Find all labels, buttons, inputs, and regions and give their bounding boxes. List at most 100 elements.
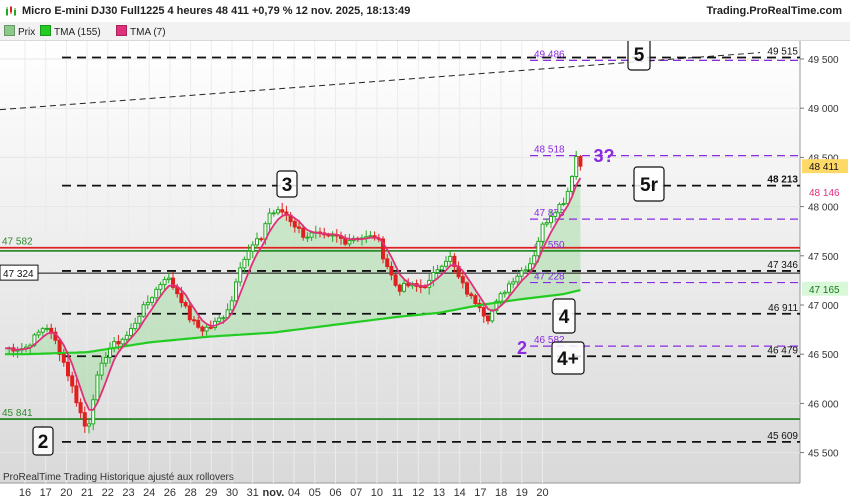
candle-up (439, 265, 444, 271)
x-tick-label: 12 (412, 487, 424, 499)
x-tick-label: nov. (263, 487, 285, 499)
candle-up (536, 240, 541, 257)
y-tick-label: 48 000 (808, 203, 839, 214)
wave-label-box[interactable] (633, 166, 665, 202)
legend-item-tma7[interactable]: TMA (7) (116, 25, 166, 38)
candle-up (519, 270, 524, 277)
legend-bar: Prix TMA (155) TMA (7) (0, 22, 850, 41)
candle-up (242, 258, 247, 269)
candle-up (103, 356, 108, 364)
tma155-price-tag-box (802, 281, 848, 296)
candle-down (171, 277, 175, 288)
candle-down (61, 353, 66, 363)
y-tick-label: 49 000 (808, 104, 839, 115)
legend-item-prix[interactable]: Prix (4, 25, 35, 38)
x-tick-label: 11 (392, 487, 403, 499)
candle-up (574, 156, 579, 177)
candle-down (179, 293, 184, 304)
plot-area[interactable] (0, 41, 800, 483)
level-label-47346: 47 346 (767, 260, 798, 271)
x-tick-label: 04 (288, 487, 300, 499)
y-tick-label: 47 000 (808, 301, 839, 312)
candlestick-icon (6, 6, 16, 16)
footer-note: ProRealTime Trading Historique ajusté au… (3, 472, 234, 483)
candle-up (271, 212, 276, 215)
candle-up (229, 300, 234, 311)
candle-down (116, 341, 121, 345)
level-label-45841: 45 841 (2, 408, 33, 419)
wave-label: 2 (38, 432, 49, 453)
legend-item-tma155[interactable]: TMA (155) (40, 25, 101, 38)
wave-label: 4+ (557, 349, 579, 370)
candle-down (393, 274, 398, 286)
wave-label-box[interactable] (551, 341, 585, 375)
legend-swatch-tma155 (40, 25, 51, 36)
candle-down (452, 255, 457, 267)
candle-down (578, 156, 583, 167)
candle-down (465, 282, 469, 295)
candle-down (196, 319, 201, 328)
candle-up (544, 222, 549, 225)
candle-up (246, 250, 251, 260)
candle-down (292, 221, 297, 228)
level-label-45609: 45 609 (767, 431, 798, 442)
legend-label-tma7: TMA (7) (130, 27, 166, 38)
wave-label-box[interactable] (32, 426, 54, 456)
candle-up (570, 175, 574, 192)
candle-up (166, 277, 171, 281)
candle-down (192, 319, 196, 322)
y-tick-label: 46 500 (808, 350, 839, 361)
last-price-tag: 48 411 (809, 162, 839, 173)
candle-up (309, 232, 314, 238)
x-tick-label: 18 (495, 487, 507, 499)
candle-up (435, 269, 440, 273)
candle-up (549, 215, 553, 224)
level-label-48213: 48 213 (767, 175, 798, 186)
level-label-46582: 46 582 (534, 335, 565, 346)
price-axis[interactable] (800, 41, 850, 483)
x-tick-label: 28 (184, 487, 196, 499)
candle-up (145, 301, 150, 306)
last-price-tag-box (802, 159, 848, 174)
candle-down (297, 226, 301, 229)
candle-down (66, 361, 70, 377)
y-tick-label: 47 500 (808, 252, 839, 263)
tma155-price-tag: 47 165 (809, 285, 840, 296)
time-axis[interactable] (0, 483, 850, 500)
x-tick-label: 20 (536, 487, 548, 499)
candle-up (250, 244, 255, 252)
wave-label-box[interactable] (552, 298, 576, 334)
candle-up (120, 338, 125, 345)
candle-down (208, 326, 213, 329)
level-label-47582: 47 582 (2, 237, 33, 248)
candle-up (431, 271, 436, 281)
wave-label-box[interactable] (276, 170, 298, 198)
candle-up (532, 255, 537, 265)
candle-down (82, 412, 87, 427)
x-tick-label: 29 (205, 487, 217, 499)
level-tag-box (0, 264, 39, 281)
candle-down (397, 284, 402, 292)
level-label-49515: 49 515 (767, 47, 798, 58)
candle-up (91, 399, 96, 425)
candle-up (368, 235, 373, 238)
candle-up (124, 334, 129, 340)
candle-up (129, 328, 133, 336)
level-label-46479: 46 479 (767, 345, 798, 356)
candle-up (267, 212, 272, 225)
x-tick-label: 26 (164, 487, 176, 499)
tma7-line[interactable] (4, 177, 582, 411)
candle-up (158, 284, 163, 290)
candle-up (87, 423, 91, 427)
candle-up (490, 310, 495, 322)
candle-up (528, 263, 532, 271)
legend-label-tma155: TMA (155) (54, 27, 101, 38)
x-tick-label: 22 (102, 487, 114, 499)
x-tick-label: 24 (143, 487, 155, 499)
candle-up (45, 327, 49, 330)
x-tick-label: 14 (454, 487, 466, 499)
candle-up (444, 260, 448, 267)
candle-up (561, 203, 566, 206)
x-tick-label: 07 (350, 487, 362, 499)
